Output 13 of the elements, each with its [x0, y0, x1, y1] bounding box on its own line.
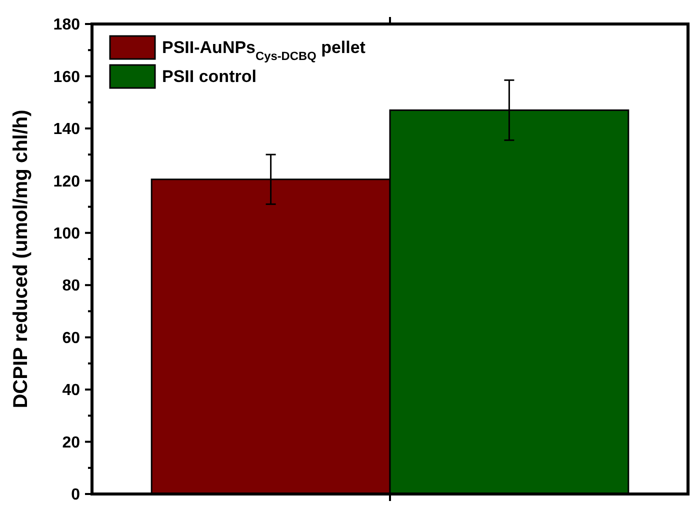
y-tick-label: 80 — [62, 278, 80, 295]
y-tick-label: 120 — [53, 173, 80, 190]
y-tick-label: 180 — [53, 16, 80, 34]
y-tick-label: 20 — [62, 434, 80, 452]
y-tick-label: 100 — [53, 225, 80, 242]
y-tick-label: 140 — [53, 121, 80, 138]
y-tick-label: 60 — [62, 330, 80, 347]
y-tick-label: 0 — [71, 486, 80, 504]
legend-label: PSII control — [162, 67, 256, 86]
y-axis-title: DCPIP reduced (umol/mg chl/h) — [10, 110, 32, 408]
legend-label: PSII-AuNPs$_{Cys-DCBQ}$ pellet — [162, 38, 366, 63]
y-tick-label: 160 — [53, 68, 80, 86]
y-tick-label: 40 — [62, 382, 80, 400]
